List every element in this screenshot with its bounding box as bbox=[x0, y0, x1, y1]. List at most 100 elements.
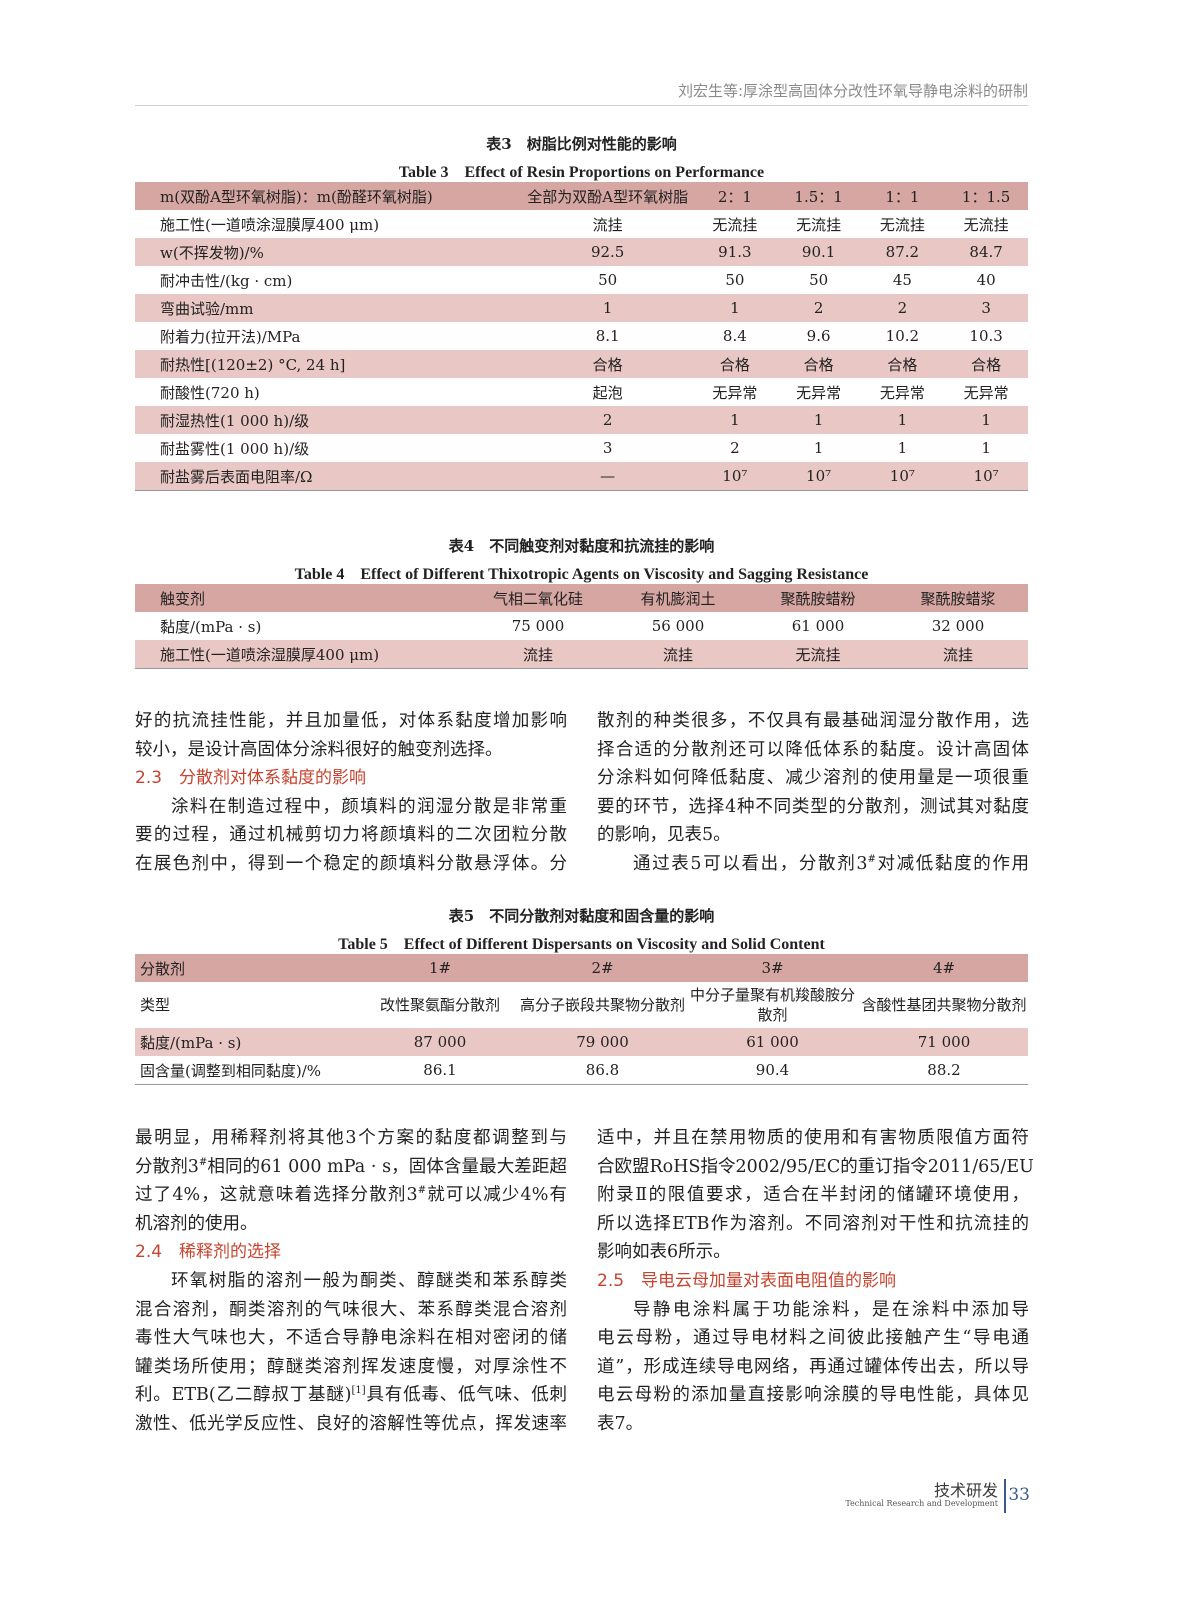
table-cell: 61 000 bbox=[791, 617, 845, 635]
table-cell: 气相二氧化硅 bbox=[468, 584, 608, 612]
text-line: 较小，是设计高固体分涂料很好的触变剂选择。 bbox=[135, 736, 567, 765]
table5: 分散剂 1# 2# 3# 4# 类型 改性聚氨酯分散剂 高分子嵌段共聚物分散剂 中分子量聚有机羧… bbox=[135, 954, 1028, 1085]
table-cell: 1 bbox=[776, 406, 861, 434]
row-label: 耐酸性(720 h) bbox=[160, 383, 260, 402]
text-segment: 在展色剂中，得到一个稳定的颜填料分散悬浮体。分 bbox=[135, 853, 567, 874]
text-segment: 利。ETB(乙二醇叔丁基醚) bbox=[135, 1385, 352, 1406]
table-row: 固含量(调整到相同黏度)/% 86.1 86.8 90.4 88.2 bbox=[135, 1056, 1028, 1085]
table-row: 耐湿热性(1 000 h)/级 2 1 1 1 1 bbox=[135, 406, 1028, 434]
text-line: 附录Ⅱ的限值要求，适合在半封闭的储罐环境使用， bbox=[597, 1181, 1029, 1210]
table-row: 施工性(一道喷涂湿膜厚400 μm) 流挂 流挂 无流挂 流挂 bbox=[135, 640, 1028, 669]
section-heading: 2.3 分散剂对体系黏度的影响 bbox=[135, 764, 567, 793]
text-segment: 所以选择ETB作为溶剂。不同溶剂对干性和抗流挂的 bbox=[597, 1213, 1029, 1234]
table-cell: 合格 bbox=[522, 350, 693, 378]
table-cell: 3 bbox=[944, 294, 1028, 322]
text-upper-left: 好的抗流挂性能，并且加量低，对体系黏度增加影响 较小，是设计高固体分涂料很好的触变… bbox=[135, 707, 567, 879]
row-label: 触变剂 bbox=[135, 584, 468, 612]
text-line: 电云母粉，通过导电材料之间彼此接触产生“导电通 bbox=[597, 1324, 1029, 1353]
table-cell: 3 bbox=[602, 439, 613, 457]
table-cell: 无流挂 bbox=[796, 215, 842, 234]
text-segment: 就可以减少4%有 bbox=[426, 1185, 567, 1206]
text-lower-left: 最明显，用稀释剂将其他3个方案的黏度都调整到与 分散剂3#相同的61 000 mP… bbox=[135, 1124, 567, 1439]
text-segment: 较小，是设计高固体分涂料很好的触变剂选择。 bbox=[135, 739, 503, 760]
text-segment: 要的过程，通过机械剪切力将颜填料的二次团粒分散 bbox=[135, 825, 567, 846]
table-cell: 32 000 bbox=[931, 617, 985, 635]
table-cell: 10⁷ bbox=[944, 462, 1028, 491]
table3: m(双酚A型环氧树脂)：m(酚醛环氧树脂) 全部为双酚A型环氧树脂 2：1 1.5：1… bbox=[135, 182, 1028, 491]
table-row: 耐酸性(720 h) 起泡 无异常 无异常 无异常 无异常 bbox=[135, 378, 1028, 406]
table-cell: 1 bbox=[981, 439, 991, 457]
text-segment: 导静电涂料属于功能涂料，是在涂料中添加导 bbox=[633, 1299, 1029, 1320]
superscript: # bbox=[867, 854, 876, 866]
table3-title-zh: 表3 树脂比例对性能的影响 bbox=[486, 135, 677, 153]
text-line: 环氧树脂的溶剂一般为酮类、醇醚类和苯系醇类 bbox=[135, 1267, 567, 1296]
table-cell: 起泡 bbox=[592, 383, 623, 402]
text-line: 最明显，用稀释剂将其他3个方案的黏度都调整到与 bbox=[135, 1124, 567, 1153]
table-cell: 无流挂 bbox=[748, 640, 888, 669]
table-cell: 92.5 bbox=[522, 238, 693, 266]
text-segment: 机溶剂的使用。 bbox=[135, 1213, 258, 1234]
table-row: 耐盐雾性(1 000 h)/级 3 2 1 1 1 bbox=[135, 434, 1028, 462]
table-cell: 改性聚氨酯分散剂 bbox=[379, 996, 500, 1014]
table-cell: 合格 bbox=[692, 350, 777, 378]
text-segment: 表7。 bbox=[597, 1413, 644, 1434]
row-label: 耐湿热性(1 000 h)/级 bbox=[135, 406, 523, 434]
table-row: 黏度/(mPa · s) 75 000 56 000 61 000 32 000 bbox=[135, 612, 1028, 640]
table-cell: 1 bbox=[897, 439, 908, 457]
text-segment: 激性、低光学反应性、良好的溶解性等优点，挥发速率 bbox=[135, 1413, 567, 1434]
text-line: 合欧盟RoHS指令2002/95/EC的重订指令2011/65/EU bbox=[597, 1153, 1034, 1182]
text-segment: 道”，形成连续导电网络，再通过罐体传出去，所以导 bbox=[597, 1356, 1029, 1377]
table-cell: 1 bbox=[692, 294, 777, 322]
table4-title-en: Table 4 Effect of Different Thixotropic … bbox=[294, 566, 869, 583]
table-cell: 有机膨润土 bbox=[608, 584, 748, 612]
text-upper-right: 散剂的种类很多，不仅具有最基础润湿分散作用，选择合适的分散剂还可以降低体系的黏度… bbox=[597, 707, 1029, 879]
text-segment: 通过表5可以看出，分散剂3 bbox=[633, 853, 868, 874]
text-line: 毒性大气味也大，不适合导静电涂料在相对密闭的储 bbox=[135, 1324, 567, 1353]
table-cell: 79 000 bbox=[520, 1028, 685, 1056]
table-header-row: 分散剂 1# 2# 3# 4# bbox=[135, 954, 1028, 982]
table-cell: 3# bbox=[685, 954, 860, 982]
table-cell: 聚酰胺蜡浆 bbox=[888, 584, 1028, 612]
table-cell: 9.6 bbox=[806, 327, 831, 345]
table-cell: 50 bbox=[598, 271, 618, 289]
table-cell: 91.3 bbox=[692, 238, 777, 266]
table-cell: 合格 bbox=[944, 350, 1028, 378]
row-label: 固含量(调整到相同黏度)/% bbox=[135, 1056, 360, 1085]
text-line: 择合适的分散剂还可以降低体系的黏度。设计高固体 bbox=[597, 736, 1029, 765]
table-cell: 2# bbox=[520, 954, 685, 982]
table5-title-zh: 表5 不同分散剂对黏度和固含量的影响 bbox=[448, 907, 715, 925]
text-line: 混合溶剂，酮类溶剂的气味很大、苯系醇类混合溶剂 bbox=[135, 1296, 567, 1325]
table-cell: 10.2 bbox=[885, 327, 920, 345]
table-cell: 87.2 bbox=[860, 238, 945, 266]
table-cell: 8.4 bbox=[722, 327, 747, 345]
text-segment: 分涂料如何降低黏度、减少溶剂的使用量是一项很重 bbox=[597, 768, 1029, 789]
text-segment: 要的环节，选择4种不同类型的分散剂，测试其对黏度 bbox=[597, 796, 1029, 817]
table-cell: 8.1 bbox=[595, 327, 620, 345]
text-line: 要的环节，选择4种不同类型的分散剂，测试其对黏度 bbox=[597, 793, 1029, 822]
text-segment: 过了4%，这就意味着选择分散剂3 bbox=[135, 1185, 418, 1206]
text-line: 道”，形成连续导电网络，再通过罐体传出去，所以导 bbox=[597, 1353, 1029, 1382]
table-cell: 1：1.5 bbox=[944, 182, 1028, 210]
table-cell: 61 000 bbox=[685, 1028, 860, 1056]
table-cell: 2：1 bbox=[692, 182, 777, 210]
table3-title-en: Table 3 Effect of Resin Proportions on P… bbox=[398, 164, 765, 181]
text-lower-right: 适中，并且在禁用物质的使用和有害物质限值方面符 合欧盟RoHS指令2002/95/… bbox=[597, 1124, 1034, 1439]
table-cell: 10⁷ bbox=[860, 462, 945, 491]
table-cell: 71 000 bbox=[860, 1028, 1028, 1056]
table4-title-zh: 表4 不同触变剂对黏度和抗流挂的影响 bbox=[448, 537, 715, 555]
row-label: 分散剂 bbox=[135, 954, 360, 982]
text-line: 分涂料如何降低黏度、减少溶剂的使用量是一项很重 bbox=[597, 764, 1029, 793]
table-cell: 50 bbox=[809, 271, 829, 289]
text-segment: 2.5 导电云母加量对表面电阻值的影响 bbox=[597, 1270, 897, 1291]
table-cell: 高分子嵌段共聚物分散剂 bbox=[520, 996, 686, 1014]
text-line: 要的过程，通过机械剪切力将颜填料的二次团粒分散 bbox=[135, 821, 567, 850]
table-cell: 无异常 bbox=[963, 383, 1009, 402]
row-label: m(双酚A型环氧树脂)：m(酚醛环氧树脂) bbox=[135, 182, 523, 210]
text-segment: 混合溶剂，酮类溶剂的气味很大、苯系醇类混合溶剂 bbox=[135, 1299, 567, 1320]
row-label: 黏度/(mPa · s) bbox=[135, 1028, 360, 1056]
row-label: 施工性(一道喷涂湿膜厚400 μm) bbox=[135, 640, 468, 669]
text-segment: 散剂的种类很多，不仅具有最基础润湿分散作用，选 bbox=[597, 711, 1029, 731]
table4: 触变剂 气相二氧化硅 有机膨润土 聚酰胺蜡粉 聚酰胺蜡浆 黏度/(mPa · s) 75 0… bbox=[135, 584, 1028, 669]
table-cell: 90.4 bbox=[685, 1056, 860, 1085]
page-footer: 技术研发 Technical Research and Development … bbox=[820, 1475, 1030, 1515]
